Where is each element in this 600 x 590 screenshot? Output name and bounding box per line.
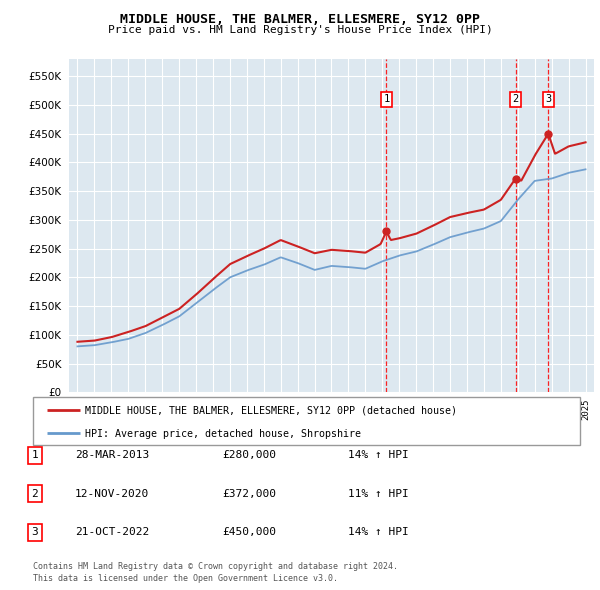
Text: This data is licensed under the Open Government Licence v3.0.: This data is licensed under the Open Gov… bbox=[33, 574, 338, 583]
Text: £372,000: £372,000 bbox=[222, 489, 276, 499]
Text: MIDDLE HOUSE, THE BALMER, ELLESMERE, SY12 0PP: MIDDLE HOUSE, THE BALMER, ELLESMERE, SY1… bbox=[120, 13, 480, 26]
Text: 2: 2 bbox=[512, 94, 519, 104]
FancyBboxPatch shape bbox=[33, 397, 580, 445]
Text: 1: 1 bbox=[31, 451, 38, 460]
Text: 14% ↑ HPI: 14% ↑ HPI bbox=[348, 527, 409, 537]
Text: 11% ↑ HPI: 11% ↑ HPI bbox=[348, 489, 409, 499]
Text: 1: 1 bbox=[383, 94, 389, 104]
Text: HPI: Average price, detached house, Shropshire: HPI: Average price, detached house, Shro… bbox=[85, 429, 361, 439]
Text: 3: 3 bbox=[545, 94, 551, 104]
Text: 14% ↑ HPI: 14% ↑ HPI bbox=[348, 451, 409, 460]
Text: 3: 3 bbox=[31, 527, 38, 537]
Text: £280,000: £280,000 bbox=[222, 451, 276, 460]
Text: Price paid vs. HM Land Registry's House Price Index (HPI): Price paid vs. HM Land Registry's House … bbox=[107, 25, 493, 35]
Text: £450,000: £450,000 bbox=[222, 527, 276, 537]
Text: 12-NOV-2020: 12-NOV-2020 bbox=[75, 489, 149, 499]
Text: 28-MAR-2013: 28-MAR-2013 bbox=[75, 451, 149, 460]
Text: 2: 2 bbox=[31, 489, 38, 499]
Text: 21-OCT-2022: 21-OCT-2022 bbox=[75, 527, 149, 537]
Text: MIDDLE HOUSE, THE BALMER, ELLESMERE, SY12 0PP (detached house): MIDDLE HOUSE, THE BALMER, ELLESMERE, SY1… bbox=[85, 405, 457, 415]
Text: Contains HM Land Registry data © Crown copyright and database right 2024.: Contains HM Land Registry data © Crown c… bbox=[33, 562, 398, 571]
